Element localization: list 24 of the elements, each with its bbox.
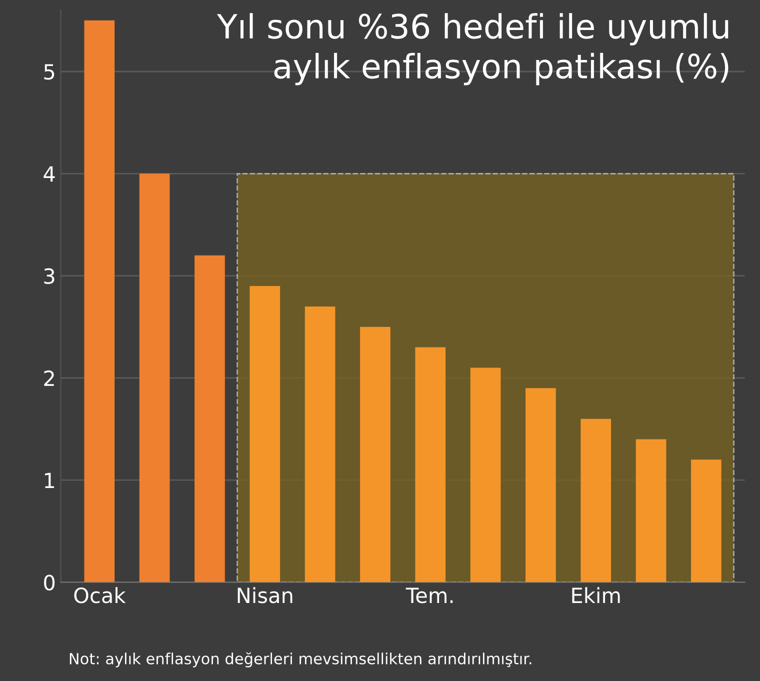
y-tick-label: 4 xyxy=(44,166,55,182)
bar xyxy=(139,174,170,582)
bar xyxy=(360,326,390,582)
bar xyxy=(194,255,225,582)
bar xyxy=(415,347,446,582)
y-tick-label: 1 xyxy=(44,472,54,488)
y-tick-label: 3 xyxy=(44,268,54,284)
y-tick-label: 5 xyxy=(44,64,54,80)
bar xyxy=(304,306,336,582)
text: Yıl sonu %36 hedefi ile uyumlu aylık enflasyon patikası (%) xyxy=(216,13,728,86)
bar xyxy=(84,20,115,582)
x-tick-label: Ocak xyxy=(74,587,126,604)
bar xyxy=(470,368,501,582)
bar xyxy=(250,286,280,582)
bar xyxy=(526,388,556,582)
text: Not: aylık enflasyon değerleri mevsimsellikten arındırılmıştır. xyxy=(70,652,532,668)
bar xyxy=(636,439,666,582)
bar xyxy=(580,418,612,582)
y-tick-label: 0 xyxy=(44,574,55,590)
x-tick-label: Tem. xyxy=(406,588,453,604)
x-tick-label: Ekim xyxy=(572,587,620,603)
x-tick-label: Nisan xyxy=(238,587,292,604)
bar xyxy=(691,460,722,582)
y-tick-label: 2 xyxy=(44,370,54,386)
